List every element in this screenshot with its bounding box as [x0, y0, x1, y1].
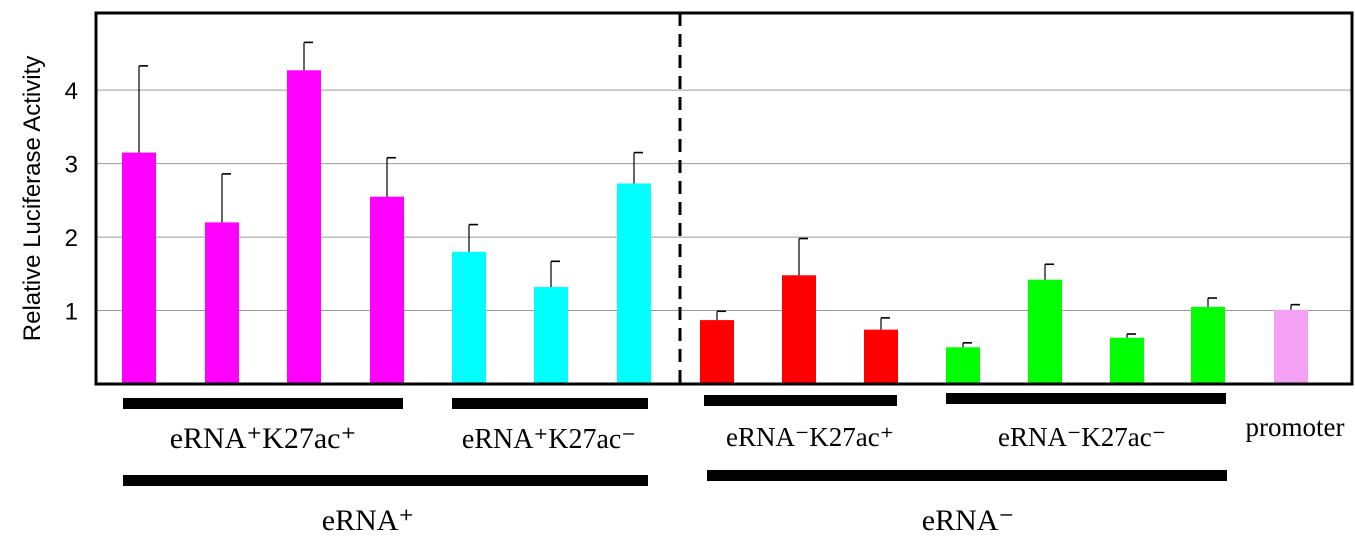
group-bracket	[704, 395, 897, 406]
y-tick-label: 1	[65, 299, 78, 326]
group-bracket	[123, 398, 403, 409]
bar	[1028, 279, 1062, 384]
group-bracket	[452, 398, 648, 409]
group-bracket	[707, 470, 1227, 481]
y-tick-label: 2	[65, 225, 78, 252]
plot-frame	[94, 11, 1354, 386]
y-tick-label: 4	[65, 78, 78, 105]
group-label-g2: eRNA⁺K27ac⁻	[462, 424, 636, 455]
bar	[864, 329, 898, 384]
bar	[617, 183, 651, 384]
bar	[946, 347, 980, 384]
bar	[534, 287, 568, 384]
group-label-g5: promoter	[1246, 412, 1345, 442]
bar	[1110, 337, 1144, 384]
group-bracket	[946, 393, 1226, 404]
bar	[1191, 306, 1225, 384]
bar	[782, 275, 816, 384]
bar	[287, 70, 321, 384]
bar	[700, 320, 734, 384]
bar	[122, 152, 156, 384]
bar	[1274, 309, 1308, 384]
bar	[205, 222, 239, 384]
group-label-super1: eRNA⁺	[322, 504, 415, 537]
group-label-g3: eRNA⁻K27ac⁺	[726, 422, 894, 452]
bar	[370, 196, 404, 384]
y-tick-label: 3	[65, 152, 78, 179]
bar	[452, 251, 486, 384]
group-label-g4: eRNA⁻K27ac⁻	[998, 422, 1166, 452]
group-bracket	[123, 475, 648, 486]
group-label-g1: eRNA⁺K27ac⁺	[170, 422, 357, 455]
y-axis-label: Relative Luciferase Activity	[19, 56, 46, 341]
group-label-super2: eRNA⁻	[922, 504, 1015, 537]
